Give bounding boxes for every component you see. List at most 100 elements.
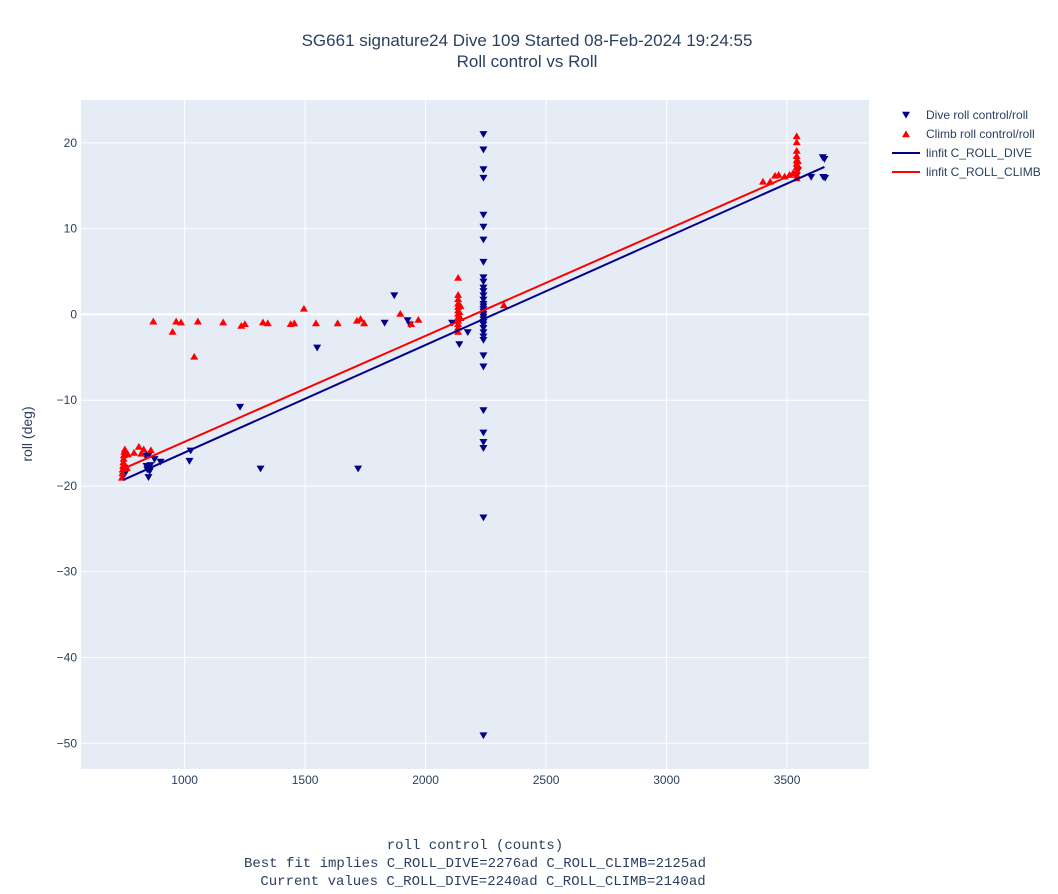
- climb-point: [356, 315, 365, 322]
- dive-point: [479, 329, 488, 337]
- climb-point: [414, 315, 423, 323]
- x-tick-label: 3500: [774, 773, 801, 787]
- dive-point: [156, 458, 165, 466]
- climb-point: [792, 171, 801, 178]
- x-axis-note-current: Current values C_ROLL_DIVE=2240ad C_ROLL…: [260, 874, 705, 890]
- climb-point: [190, 352, 199, 360]
- climb-point: [396, 309, 405, 317]
- climb-point: [299, 304, 308, 312]
- climb-point: [120, 445, 129, 453]
- dive-point: [479, 131, 488, 138]
- dive-point: [455, 341, 464, 349]
- dive-point: [479, 321, 488, 329]
- y-tick-label: −10: [57, 393, 78, 407]
- legend-item[interactable]: linfit C_ROLL_CLIMB: [892, 165, 1041, 179]
- climb-point: [290, 319, 299, 327]
- climb-point: [130, 448, 139, 456]
- dive-point: [236, 403, 245, 411]
- dive-point: [479, 363, 488, 371]
- legend-label: linfit C_ROLL_DIVE: [926, 146, 1032, 160]
- y-axis-label: roll (deg): [19, 406, 35, 461]
- x-tick-label: 2500: [533, 773, 560, 787]
- climb-point: [793, 157, 802, 165]
- x-tick-label: 1000: [171, 773, 198, 787]
- climb-point: [168, 327, 177, 335]
- climb-point: [792, 138, 801, 146]
- dive-point: [821, 174, 830, 182]
- climb-point: [146, 446, 155, 454]
- climb-point: [139, 445, 148, 453]
- climb-point: [407, 320, 416, 328]
- dive-point: [256, 465, 265, 473]
- legend-item[interactable]: linfit C_ROLL_DIVE: [892, 146, 1032, 160]
- climb-point: [193, 317, 202, 325]
- dive-point: [479, 352, 488, 360]
- climb-point: [119, 454, 128, 462]
- dive-point: [479, 288, 488, 295]
- chart-subtitle: Roll control vs Roll: [457, 52, 598, 71]
- climb-point: [455, 308, 464, 316]
- dive-point: [479, 429, 488, 437]
- climb-point: [360, 319, 369, 327]
- climb-point: [219, 318, 228, 326]
- dive-point: [144, 451, 153, 459]
- dive-point: [144, 474, 153, 481]
- x-axis-label: roll control (counts): [387, 838, 563, 854]
- climb-point: [793, 162, 802, 170]
- dive-point: [479, 296, 488, 304]
- x-tick-label: 3000: [653, 773, 680, 787]
- climb-point: [456, 302, 465, 310]
- climb-point: [149, 317, 158, 325]
- dive-point: [185, 457, 194, 465]
- legend: Dive roll control/roll Climb roll control…: [892, 108, 1041, 179]
- dive-point: [479, 732, 488, 740]
- series-3: [122, 171, 799, 470]
- dive-point: [479, 333, 488, 341]
- dive-point: [380, 319, 389, 327]
- climb-point: [454, 320, 463, 328]
- legend-label: linfit C_ROLL_CLIMB: [926, 165, 1041, 179]
- dive-point: [479, 146, 488, 154]
- climb-point: [454, 295, 463, 303]
- dive-point: [479, 166, 488, 174]
- dive-point: [807, 173, 816, 181]
- climb-point: [177, 318, 186, 326]
- climb-point: [792, 147, 801, 154]
- y-tick-label: −50: [57, 736, 78, 750]
- legend-label: Dive roll control/roll: [926, 108, 1028, 122]
- y-axis-ticks: −50 −40 −30 −20 −10 0 10 20: [57, 136, 78, 750]
- grid-lines: [81, 100, 869, 769]
- climb-point: [333, 319, 342, 327]
- legend-item[interactable]: Dive roll control/roll: [902, 108, 1028, 122]
- climb-point: [137, 449, 146, 457]
- legend-label: Climb roll control/roll: [926, 127, 1035, 141]
- series-layer: [117, 131, 830, 740]
- legend-item[interactable]: Climb roll control/roll: [902, 127, 1035, 141]
- dive-point: [479, 324, 488, 332]
- dive-point: [354, 465, 363, 473]
- climb-point: [792, 132, 801, 140]
- y-tick-label: −20: [57, 479, 78, 493]
- climb-point: [172, 317, 181, 325]
- x-tick-label: 1500: [292, 773, 319, 787]
- dive-point: [390, 292, 399, 300]
- y-tick-label: 10: [64, 222, 78, 236]
- climb-point: [240, 320, 249, 328]
- climb-point: [263, 319, 272, 327]
- climb-point: [792, 152, 801, 159]
- dive-point: [479, 211, 488, 219]
- dive-point: [479, 278, 488, 286]
- dive-point: [479, 258, 488, 266]
- y-tick-label: −40: [57, 651, 78, 665]
- dive-point: [479, 274, 488, 282]
- climb-point: [454, 291, 463, 298]
- climb-point: [119, 458, 128, 466]
- dive-point: [479, 174, 488, 182]
- dive-point: [479, 236, 488, 244]
- x-axis-note-best-fit: Best fit implies C_ROLL_DIVE=2276ad C_RO…: [244, 856, 706, 872]
- climb-point: [118, 469, 127, 477]
- climb-point: [258, 318, 267, 326]
- dive-point: [479, 514, 488, 522]
- x-tick-label: 2000: [412, 773, 439, 787]
